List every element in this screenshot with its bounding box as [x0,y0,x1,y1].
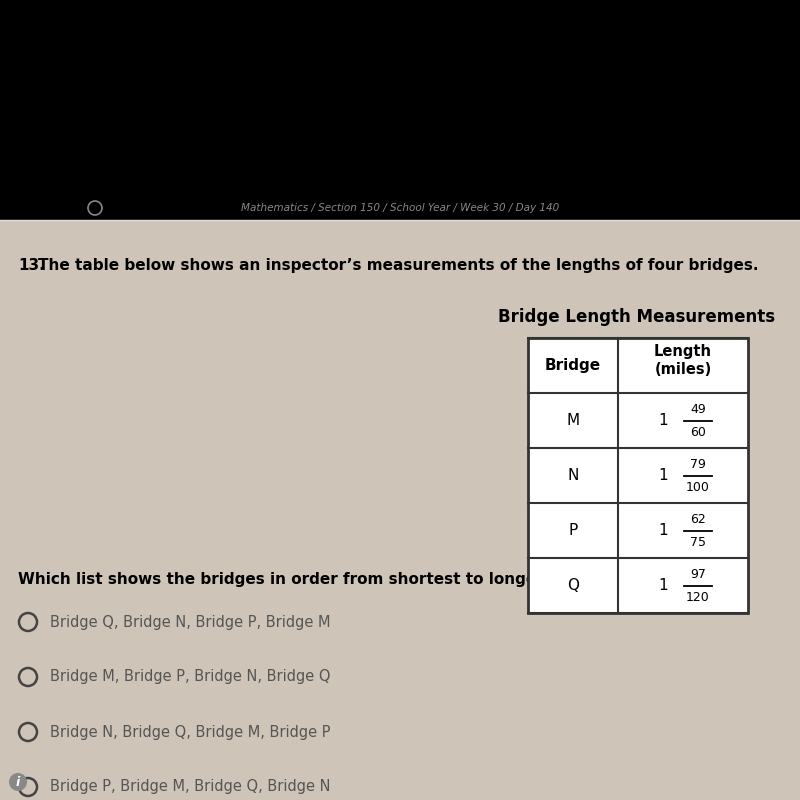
Text: 49: 49 [690,403,706,416]
Text: 60: 60 [690,426,706,439]
Text: Bridge M, Bridge P, Bridge N, Bridge Q: Bridge M, Bridge P, Bridge N, Bridge Q [50,670,330,685]
Text: 97: 97 [690,568,706,581]
Text: 62: 62 [690,513,706,526]
Text: The table below shows an inspector’s measurements of the lengths of four bridges: The table below shows an inspector’s mea… [38,258,758,273]
Text: i: i [16,775,20,789]
Text: N: N [567,468,578,483]
Bar [0,0,800,220]
Text: Mathematics / Section 150 / School Year / Week 30 / Day 140: Mathematics / Section 150 / School Year … [241,203,559,213]
Text: 120: 120 [686,591,710,604]
Text: Length
(miles): Length (miles) [654,344,712,378]
Text: 13.: 13. [18,258,45,273]
Text: P: P [568,523,578,538]
Text: Bridge N, Bridge Q, Bridge M, Bridge P: Bridge N, Bridge Q, Bridge M, Bridge P [50,725,330,739]
Text: Bridge Length Measurements: Bridge Length Measurements [498,308,775,326]
Text: Which list shows the bridges in order from shortest to longest?: Which list shows the bridges in order fr… [18,572,562,587]
Text: 1: 1 [658,468,668,483]
Text: M: M [566,413,579,428]
Text: Bridge Q, Bridge N, Bridge P, Bridge M: Bridge Q, Bridge N, Bridge P, Bridge M [50,614,330,630]
Bar [528,338,748,613]
Text: 100: 100 [686,481,710,494]
Text: 79: 79 [690,458,706,471]
Text: 1: 1 [658,413,668,428]
Text: 1: 1 [658,578,668,593]
Text: 75: 75 [690,536,706,549]
Text: Bridge P, Bridge M, Bridge Q, Bridge N: Bridge P, Bridge M, Bridge Q, Bridge N [50,779,330,794]
Text: 1: 1 [658,523,668,538]
Text: Q: Q [567,578,579,593]
Text: Bridge: Bridge [545,358,601,373]
Circle shape [9,773,27,791]
